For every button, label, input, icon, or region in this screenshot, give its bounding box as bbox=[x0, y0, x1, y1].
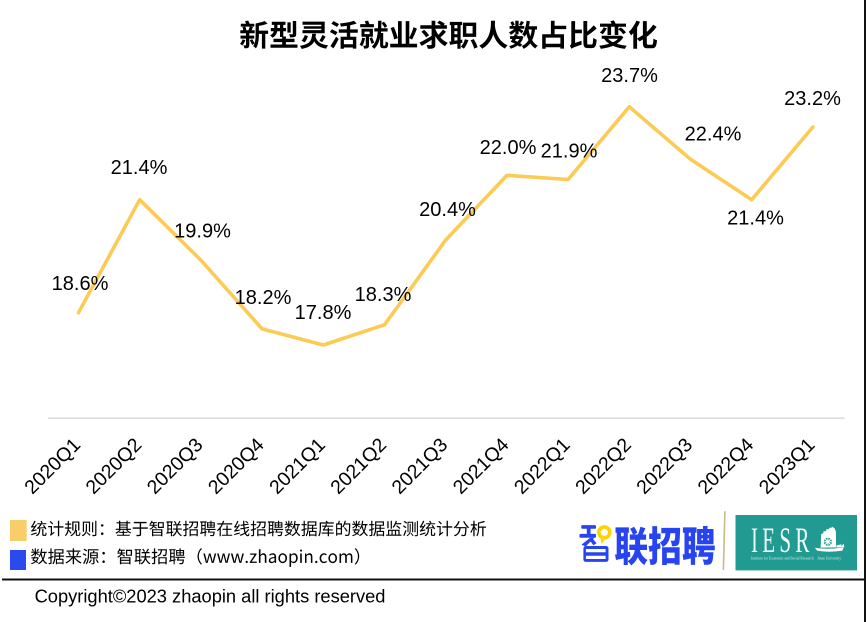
svg-text:18.6%: 18.6% bbox=[52, 273, 109, 295]
svg-text:22.0%: 22.0% bbox=[480, 137, 537, 159]
svg-text:2021Q4: 2021Q4 bbox=[449, 434, 514, 499]
svg-text:18.3%: 18.3% bbox=[355, 284, 412, 306]
svg-text:2020Q3: 2020Q3 bbox=[143, 434, 208, 499]
svg-text:23.2%: 23.2% bbox=[784, 88, 841, 110]
svg-text:2020Q2: 2020Q2 bbox=[82, 434, 147, 499]
svg-text:2022Q2: 2022Q2 bbox=[571, 434, 636, 499]
svg-text:2020Q1: 2020Q1 bbox=[20, 434, 85, 499]
svg-text:20.4%: 20.4% bbox=[419, 199, 476, 221]
svg-text:IESR: IESR bbox=[751, 521, 814, 560]
svg-text:19.9%: 19.9% bbox=[174, 221, 231, 243]
svg-text:2022Q4: 2022Q4 bbox=[694, 434, 759, 499]
svg-text:Institute for Economic and Soc: Institute for Economic and Social Resear… bbox=[751, 555, 842, 560]
svg-text:2022Q3: 2022Q3 bbox=[632, 434, 697, 499]
svg-text:2021Q3: 2021Q3 bbox=[388, 434, 453, 499]
svg-text:2022Q1: 2022Q1 bbox=[510, 434, 575, 499]
svg-text:2023Q1: 2023Q1 bbox=[755, 434, 820, 499]
svg-text:18.2%: 18.2% bbox=[235, 287, 292, 309]
svg-text:23.7%: 23.7% bbox=[601, 65, 658, 87]
svg-text:2021Q1: 2021Q1 bbox=[265, 434, 330, 499]
svg-text:2020Q4: 2020Q4 bbox=[204, 434, 269, 499]
svg-text:Copyright©2023 zhaopin all rig: Copyright©2023 zhaopin all rights reserv… bbox=[35, 586, 386, 607]
svg-text:21.9%: 21.9% bbox=[541, 141, 598, 163]
svg-text:22.4%: 22.4% bbox=[685, 124, 742, 146]
svg-text:17.8%: 17.8% bbox=[295, 302, 352, 324]
svg-text:2021Q2: 2021Q2 bbox=[326, 434, 391, 499]
svg-text:21.4%: 21.4% bbox=[727, 208, 784, 230]
svg-text:21.4%: 21.4% bbox=[111, 157, 168, 179]
